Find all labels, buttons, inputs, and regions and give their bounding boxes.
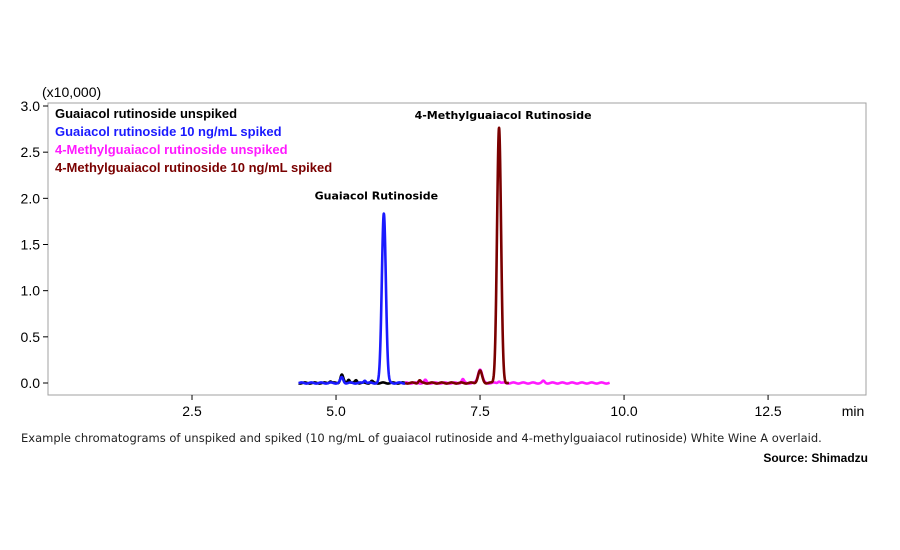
trace-3 [404,368,611,385]
peak-label-guaiacol-rutinoside: Guaiacol Rutinoside [315,189,439,202]
trace-2 [297,212,407,385]
y-axis: 0.0 0.5 1.0 1.5 2.0 2.5 3.0 [21,98,48,391]
figure-caption: Example chromatograms of unspiked and sp… [21,431,822,445]
y-tick-label: 3.0 [21,98,41,114]
y-tick-label: 1.5 [21,237,41,253]
x-axis: 2.5 5.0 7.5 10.0 12.5 [182,395,782,419]
y-tick-label: 0.0 [21,375,41,391]
legend-entry-4: 4-Methylguaiacol rutinoside 10 ng/mL spi… [55,160,332,175]
legend-entry-1: Guaiacol rutinoside unspiked [55,106,237,121]
x-tick-label: 2.5 [182,403,202,419]
legend-entry-3: 4-Methylguaiacol rutinoside unspiked [55,142,288,157]
plot-frame [47,102,867,396]
legend: Guaiacol rutinoside unspiked Guaiacol ru… [55,106,332,175]
x-tick-label: 12.5 [754,403,781,419]
chromatogram-traces [297,126,611,385]
peak-label-4-methylguaiacol-rutinoside: 4-Methylguaiacol Rutinoside [415,109,592,122]
x-tick-label: 10.0 [610,403,637,419]
x-tick-label: 5.0 [326,403,346,419]
x-unit-label: min [842,403,865,419]
y-multiplier-label: (x10,000) [42,84,101,100]
x-tick-label: 7.5 [470,403,490,419]
y-tick-label: 0.5 [21,329,41,345]
trace-4 [404,126,510,385]
y-tick-label: 2.0 [21,190,41,206]
y-tick-label: 1.0 [21,283,41,299]
legend-entry-2: Guaiacol rutinoside 10 ng/mL spiked [55,124,282,139]
y-tick-label: 2.5 [21,144,41,160]
source-credit: Source: Shimadzu [763,451,868,465]
